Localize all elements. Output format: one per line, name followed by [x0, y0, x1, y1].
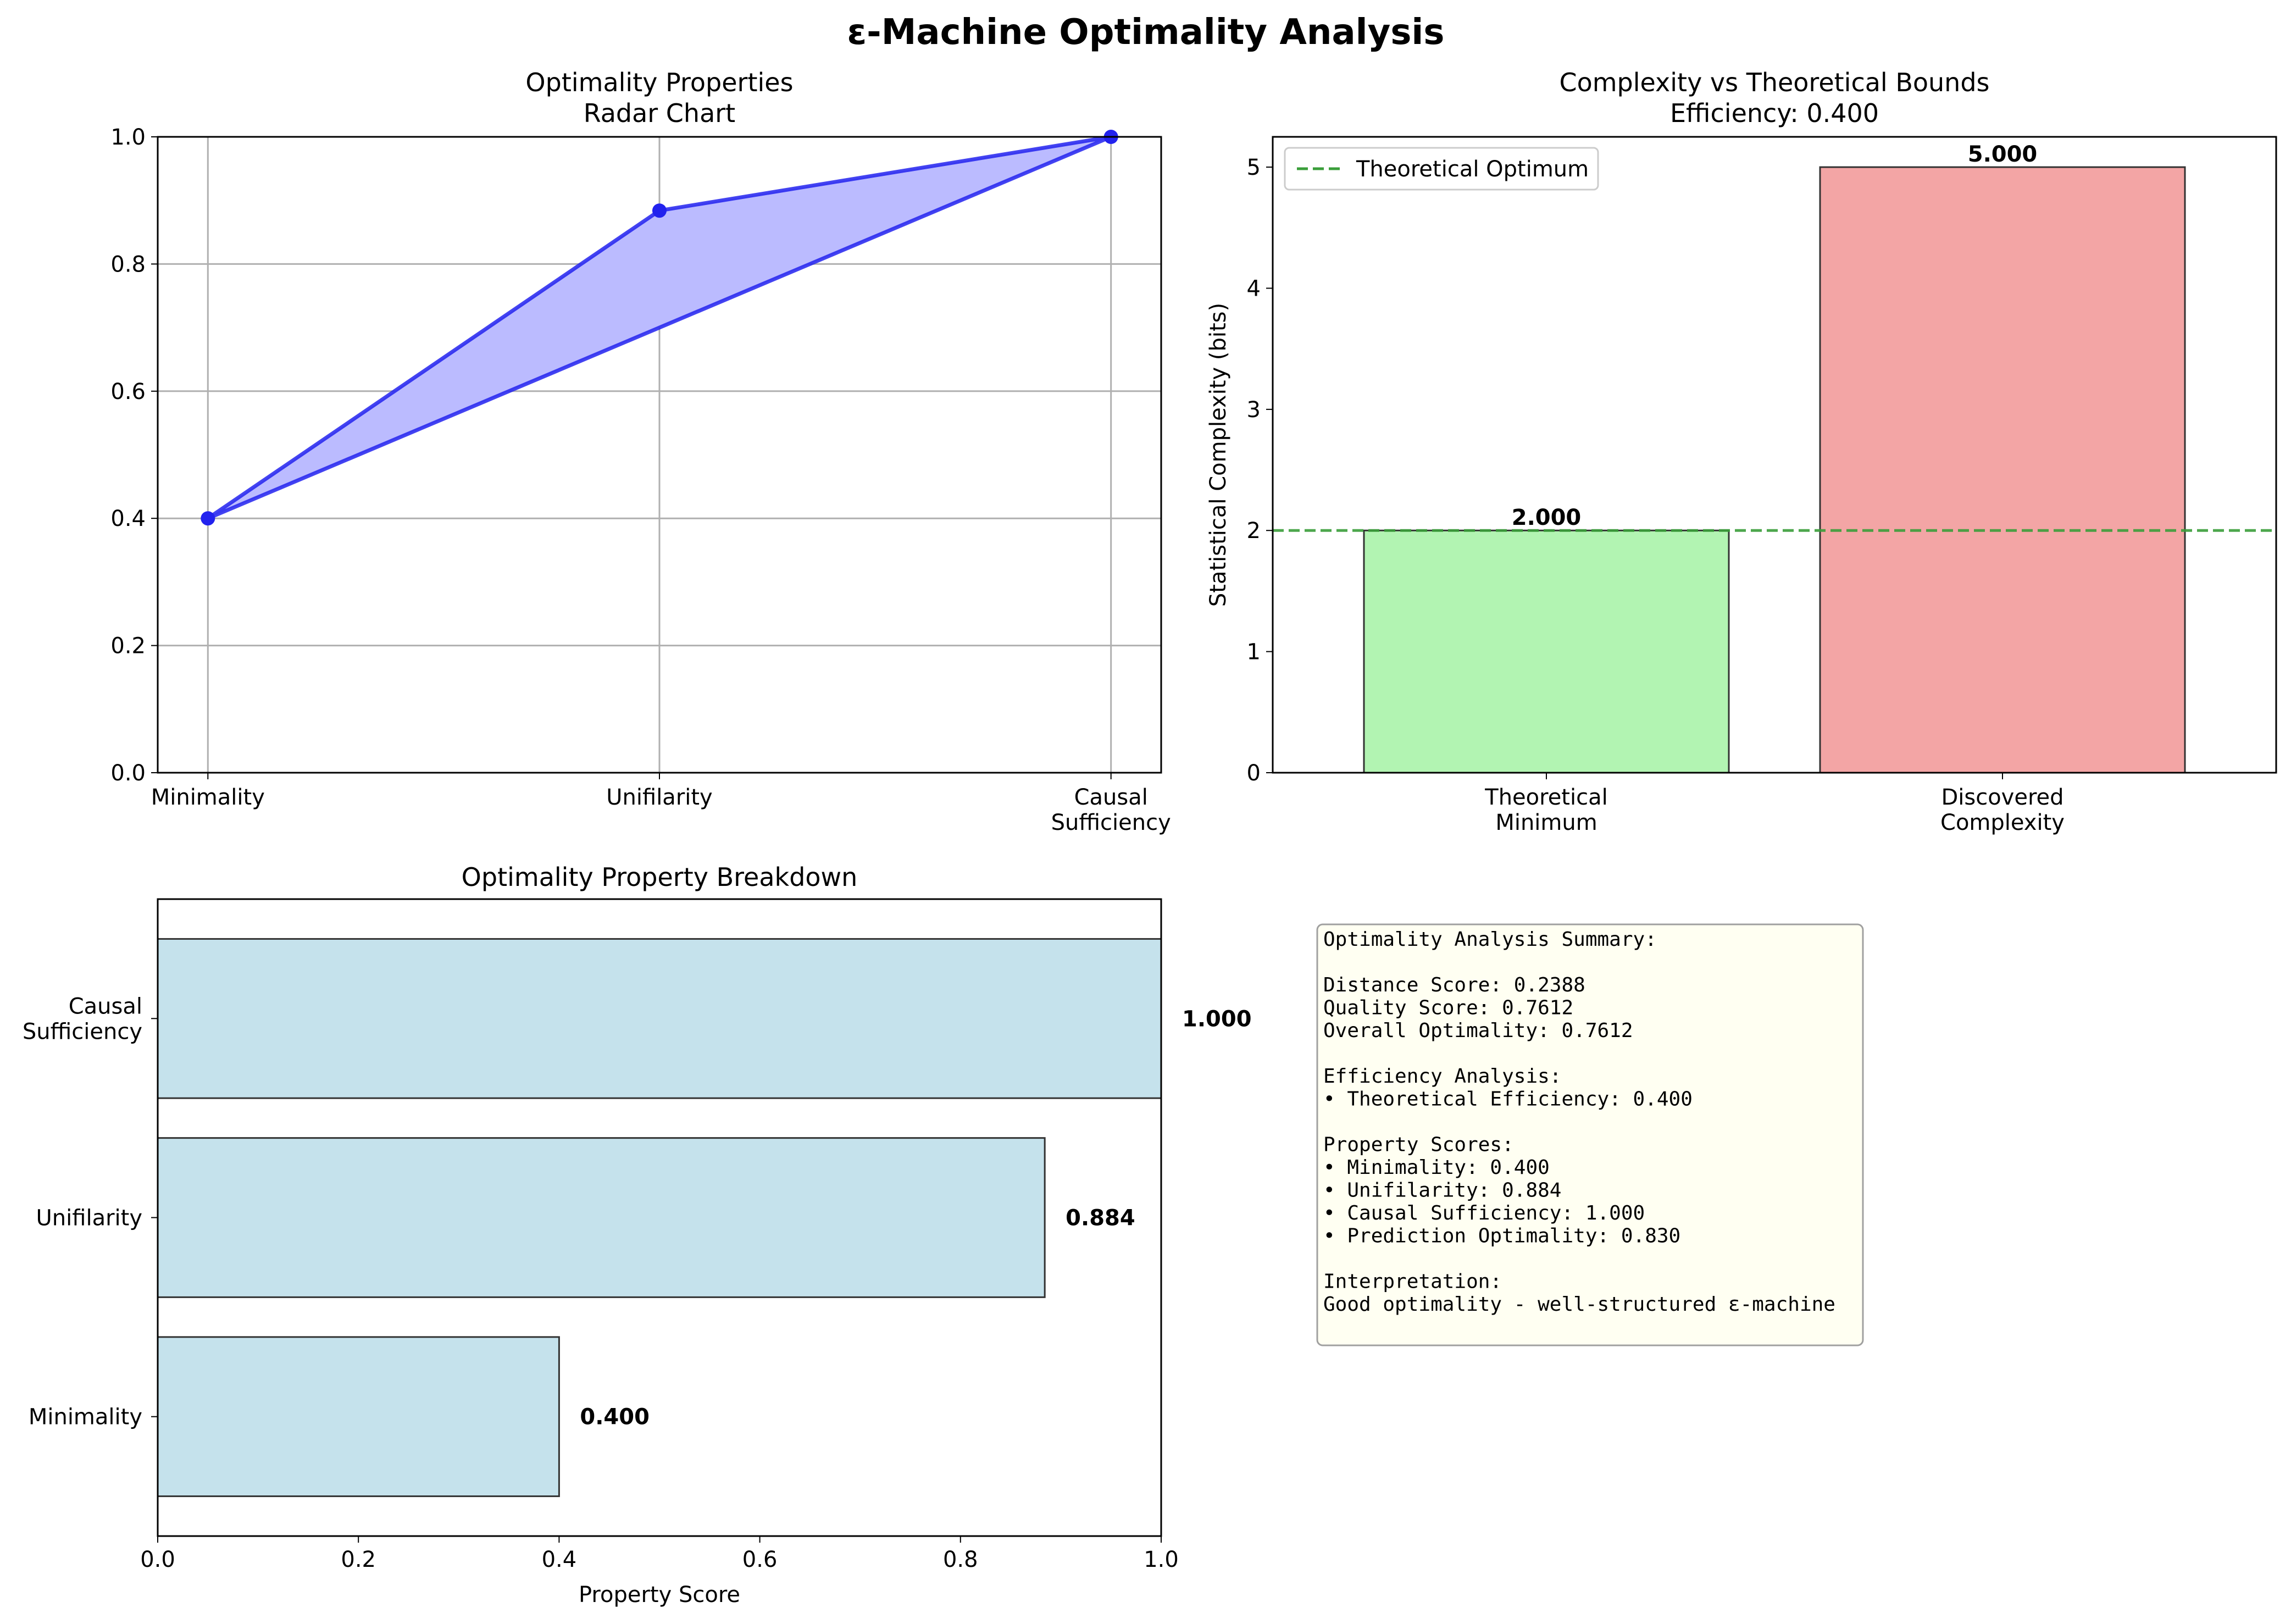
- summary-line: Interpretation:: [1323, 1271, 1502, 1293]
- breakdown-bar: [157, 938, 1162, 1099]
- breakdown-y-tick-label: Causal: [69, 994, 142, 1019]
- complexity-y-tick-label: 4: [1247, 276, 1261, 301]
- legend-label: Theoretical Optimum: [1356, 157, 1589, 182]
- complexity-y-tick-label: 0: [1247, 761, 1261, 786]
- radar-y-tick-label: 0.2: [110, 634, 146, 659]
- breakdown-y-tick-label: Sufficiency: [23, 1019, 142, 1044]
- breakdown-bar: [157, 1336, 560, 1498]
- radar-x-tick-label: Sufficiency: [1051, 810, 1171, 835]
- summary-line: Efficiency Analysis:: [1323, 1065, 1561, 1088]
- complexity-bar: [1363, 529, 1730, 774]
- radar-y-tick-label: 0.0: [110, 761, 146, 786]
- radar-x-tick-label: Unifilarity: [606, 785, 712, 810]
- breakdown-x-tick-label: 0.2: [341, 1547, 376, 1572]
- breakdown-x-tick-label: 1.0: [1144, 1547, 1179, 1572]
- complexity-x-tick-label: Theoretical: [1484, 785, 1607, 810]
- radar-y-tick-label: 1.0: [110, 125, 146, 150]
- breakdown-x-tick-label: 0.6: [742, 1547, 778, 1572]
- summary-line: Good optimality - well-structured ε-mach…: [1323, 1293, 1835, 1316]
- summary-line: • Causal Sufficiency: 1.000: [1323, 1202, 1645, 1224]
- legend-box: [1284, 147, 1599, 191]
- complexity-value-label: 5.000: [1968, 142, 2038, 167]
- summary-text-box: Optimality Analysis Summary: Distance Sco…: [1316, 923, 1864, 1346]
- figure-title: ε-Machine Optimality Analysis: [847, 12, 1445, 53]
- complexity-bar: [1819, 166, 2186, 774]
- breakdown-x-axis-label: Property Score: [579, 1582, 740, 1608]
- radar-y-tick-label: 0.4: [110, 506, 146, 531]
- complexity-y-tick-label: 5: [1247, 155, 1261, 180]
- radar-y-tick-label: 0.6: [110, 379, 146, 404]
- complexity-x-tick-label: Discovered: [1941, 785, 2063, 810]
- summary-line: Property Scores:: [1323, 1134, 1514, 1156]
- radar-x-tick-label: Minimality: [151, 785, 265, 810]
- breakdown-x-tick-label: 0.4: [542, 1547, 577, 1572]
- breakdown-value-label: 0.884: [1066, 1206, 1135, 1231]
- breakdown-title: Optimality Property Breakdown: [462, 862, 858, 892]
- radar-point: [201, 511, 215, 526]
- breakdown-bar: [157, 1137, 1046, 1298]
- complexity-y-tick-label: 2: [1247, 518, 1261, 544]
- radar-x-tick-label: Causal: [1074, 785, 1148, 810]
- breakdown-y-tick-label: Unifilarity: [36, 1206, 142, 1231]
- summary-line: Quality Score: 0.7612: [1323, 997, 1573, 1019]
- radar-y-tick-label: 0.8: [110, 252, 146, 277]
- complexity-legend: Theoretical Optimum: [1284, 147, 1599, 191]
- summary-line: Distance Score: 0.2388: [1323, 974, 1585, 996]
- breakdown-value-label: 1.000: [1182, 1006, 1252, 1032]
- breakdown-x-tick-label: 0.0: [140, 1547, 175, 1572]
- summary-line: Optimality Analysis Summary:: [1323, 928, 1657, 951]
- complexity-axes-frame: [1272, 136, 2277, 774]
- summary-line: • Prediction Optimality: 0.830: [1323, 1225, 1680, 1248]
- breakdown-x-tick-label: 0.8: [943, 1547, 978, 1572]
- summary-line: • Unifilarity: 0.884: [1323, 1179, 1561, 1202]
- property-breakdown-chart: Optimality Property Breakdown 0.0 0.2 0.4 0.…: [23, 862, 1252, 1608]
- complexity-value-label: 2.000: [1512, 505, 1582, 530]
- breakdown-y-tick-label: Minimality: [29, 1405, 142, 1430]
- breakdown-axes-frame: [157, 898, 1162, 1537]
- complexity-bar-chart: Complexity vs Theoretical BoundsEfficien…: [1206, 68, 2277, 835]
- radar-subtitle: Radar Chart: [584, 98, 735, 128]
- radar-point: [652, 203, 667, 218]
- summary-line: Overall Optimality: 0.7612: [1323, 1019, 1633, 1042]
- radar-title: Optimality Properties: [525, 68, 793, 97]
- complexity-title: Complexity vs Theoretical Bounds: [1559, 68, 1989, 97]
- radar-axes-frame: [157, 136, 1162, 774]
- complexity-y-tick-label: 1: [1247, 640, 1261, 665]
- complexity-y-axis-label: Statistical Complexity (bits): [1206, 303, 1231, 607]
- complexity-x-tick-label: Complexity: [1940, 810, 2065, 835]
- summary-line: • Minimality: 0.400: [1323, 1156, 1550, 1179]
- summary-line: • Theoretical Efficiency: 0.400: [1323, 1088, 1693, 1111]
- complexity-subtitle: Efficiency: 0.400: [1670, 98, 1879, 128]
- radar-series-line: [207, 135, 1113, 520]
- summary-box: [1316, 923, 1864, 1346]
- breakdown-value-label: 0.400: [580, 1405, 650, 1430]
- complexity-x-tick-label: Minimum: [1495, 810, 1597, 835]
- complexity-y-tick-label: 3: [1247, 397, 1261, 423]
